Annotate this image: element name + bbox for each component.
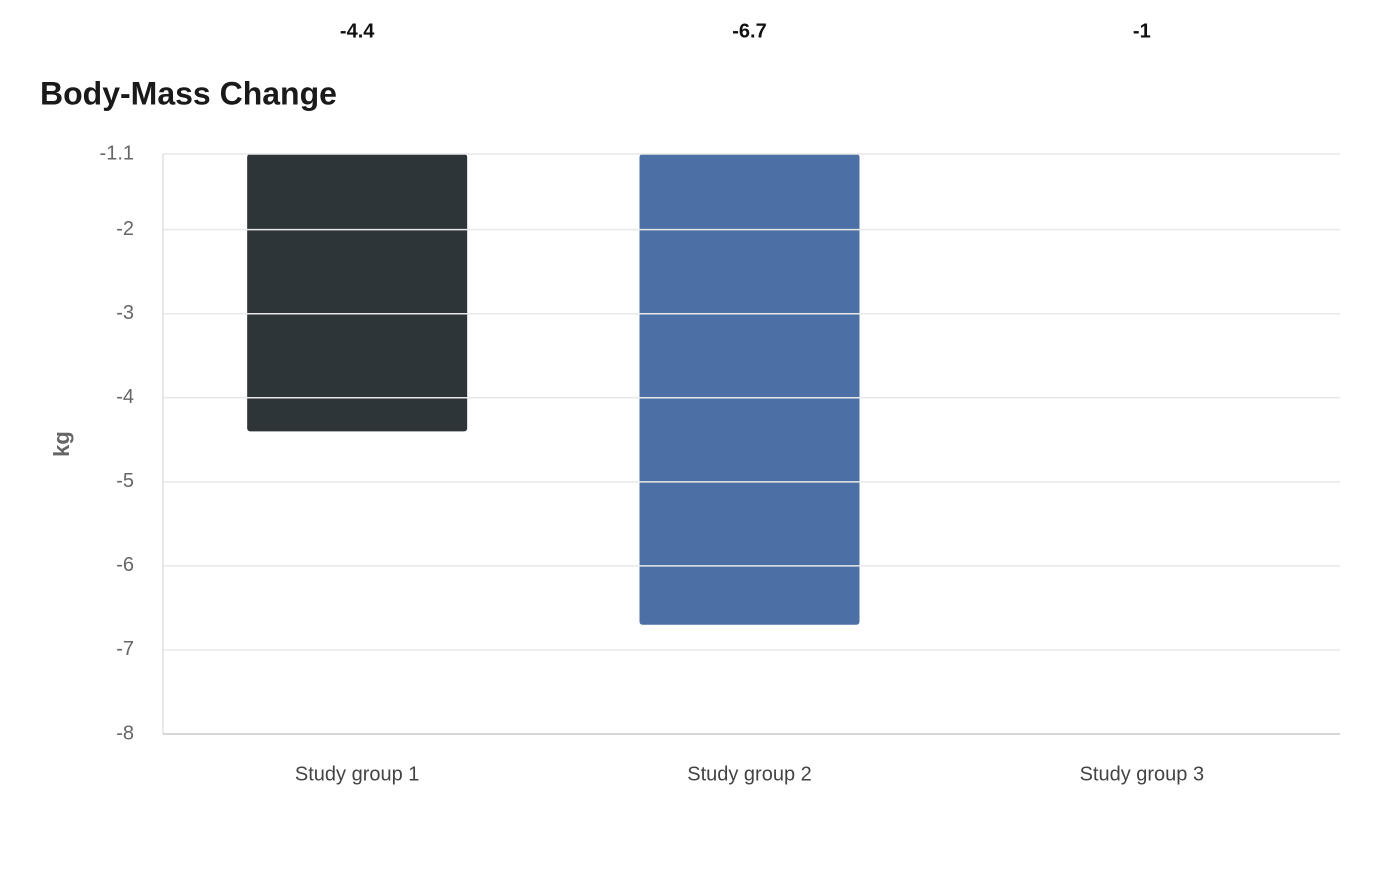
x-tick-label: Study group 3 xyxy=(1080,763,1205,785)
value-label: -4.4 xyxy=(340,20,375,42)
y-tick-label: -8 xyxy=(116,722,134,744)
y-tick-label: -2 xyxy=(116,218,134,240)
y-tick-label: -7 xyxy=(116,638,134,660)
y-tick-label: -6 xyxy=(116,554,134,576)
value-label: -1 xyxy=(1133,20,1151,42)
chart-title: Body-Mass Change xyxy=(40,75,337,111)
y-axis-label: kg xyxy=(49,431,74,457)
value-label: -6.7 xyxy=(732,20,766,42)
y-tick-label: -3 xyxy=(116,302,134,324)
x-tick-label: Study group 1 xyxy=(295,763,420,785)
bar xyxy=(1032,146,1252,154)
bar xyxy=(639,154,860,625)
plot-area xyxy=(247,146,1252,625)
x-tick-label: Study group 2 xyxy=(687,763,812,785)
bar xyxy=(247,154,468,432)
y-tick-label: -5 xyxy=(116,470,134,492)
y-tick-label: -1.1 xyxy=(100,142,134,164)
y-tick-label: -4 xyxy=(116,386,134,408)
